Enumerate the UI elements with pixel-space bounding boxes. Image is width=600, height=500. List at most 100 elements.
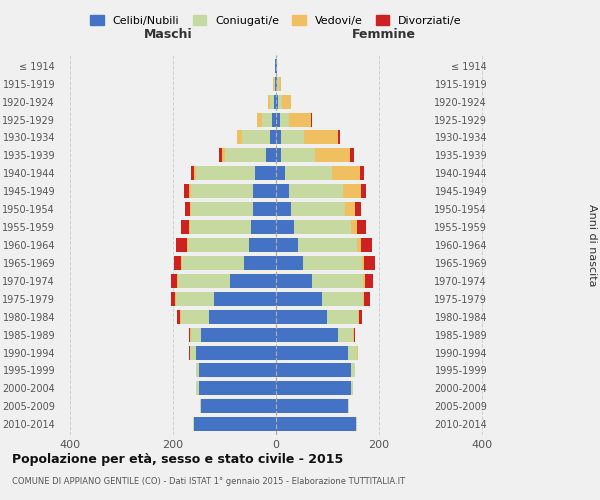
Bar xyxy=(188,238,249,252)
Bar xyxy=(178,274,230,288)
Bar xyxy=(343,184,361,198)
Bar xyxy=(361,238,372,252)
Bar xyxy=(359,310,362,324)
Bar xyxy=(364,292,370,306)
Bar xyxy=(181,220,188,234)
Bar xyxy=(224,148,266,162)
Bar xyxy=(181,256,182,270)
Bar xyxy=(191,166,194,180)
Bar xyxy=(360,166,364,180)
Bar xyxy=(244,256,276,270)
Bar xyxy=(220,148,222,162)
Bar xyxy=(196,166,256,180)
Bar xyxy=(304,130,338,144)
Bar xyxy=(277,76,278,90)
Bar xyxy=(191,184,253,198)
Bar xyxy=(209,310,276,324)
Bar xyxy=(276,292,322,306)
Bar xyxy=(196,382,199,396)
Bar xyxy=(257,112,262,126)
Bar xyxy=(278,76,281,90)
Bar xyxy=(350,364,355,378)
Bar xyxy=(193,418,194,431)
Bar xyxy=(187,238,188,252)
Bar xyxy=(202,400,276,413)
Bar xyxy=(314,148,350,162)
Bar xyxy=(196,346,276,360)
Legend: Celibi/Nubili, Coniugati/e, Vedovi/e, Divorziati/e: Celibi/Nubili, Coniugati/e, Vedovi/e, Di… xyxy=(86,10,466,30)
Bar xyxy=(294,220,350,234)
Bar xyxy=(199,382,276,396)
Bar xyxy=(270,130,276,144)
Bar xyxy=(190,346,196,360)
Bar xyxy=(276,310,328,324)
Bar xyxy=(214,292,276,306)
Bar xyxy=(189,328,190,342)
Bar xyxy=(338,130,340,144)
Bar xyxy=(278,94,282,108)
Bar xyxy=(303,256,362,270)
Bar xyxy=(190,328,191,342)
Bar xyxy=(280,112,289,126)
Bar xyxy=(348,346,357,360)
Bar xyxy=(222,148,224,162)
Bar xyxy=(238,130,242,144)
Bar xyxy=(328,310,358,324)
Bar xyxy=(176,238,187,252)
Bar xyxy=(182,256,244,270)
Bar xyxy=(272,112,276,126)
Bar xyxy=(170,292,175,306)
Bar xyxy=(285,166,332,180)
Bar xyxy=(276,256,303,270)
Text: Femmine: Femmine xyxy=(352,28,416,40)
Bar xyxy=(348,400,349,413)
Bar xyxy=(274,76,275,90)
Bar xyxy=(276,76,277,90)
Bar xyxy=(281,148,314,162)
Bar xyxy=(282,94,292,108)
Bar xyxy=(276,184,289,198)
Bar xyxy=(191,202,253,216)
Bar xyxy=(365,274,373,288)
Bar xyxy=(362,256,364,270)
Bar xyxy=(276,418,356,431)
Bar xyxy=(188,184,191,198)
Bar xyxy=(358,310,359,324)
Bar xyxy=(281,130,304,144)
Bar xyxy=(202,328,276,342)
Bar xyxy=(268,94,270,108)
Bar xyxy=(276,238,298,252)
Bar xyxy=(181,310,209,324)
Bar xyxy=(180,310,181,324)
Bar xyxy=(276,148,281,162)
Bar xyxy=(190,202,191,216)
Bar xyxy=(273,76,274,90)
Bar xyxy=(175,292,176,306)
Bar xyxy=(289,184,343,198)
Bar xyxy=(355,202,361,216)
Bar xyxy=(242,130,270,144)
Bar xyxy=(276,364,350,378)
Bar xyxy=(230,274,276,288)
Bar xyxy=(176,292,214,306)
Bar xyxy=(276,202,292,216)
Text: Popolazione per età, sesso e stato civile - 2015: Popolazione per età, sesso e stato civil… xyxy=(12,452,343,466)
Bar xyxy=(276,382,350,396)
Bar xyxy=(350,382,353,396)
Bar xyxy=(194,418,276,431)
Bar xyxy=(311,112,312,126)
Bar xyxy=(353,328,355,342)
Bar xyxy=(190,220,251,234)
Bar xyxy=(364,256,375,270)
Bar xyxy=(332,166,360,180)
Bar xyxy=(276,274,312,288)
Bar xyxy=(276,400,348,413)
Bar xyxy=(276,112,280,126)
Bar xyxy=(177,274,178,288)
Bar xyxy=(322,292,364,306)
Bar xyxy=(171,274,177,288)
Bar xyxy=(199,364,276,378)
Bar xyxy=(253,202,276,216)
Bar xyxy=(357,238,361,252)
Bar xyxy=(276,130,281,144)
